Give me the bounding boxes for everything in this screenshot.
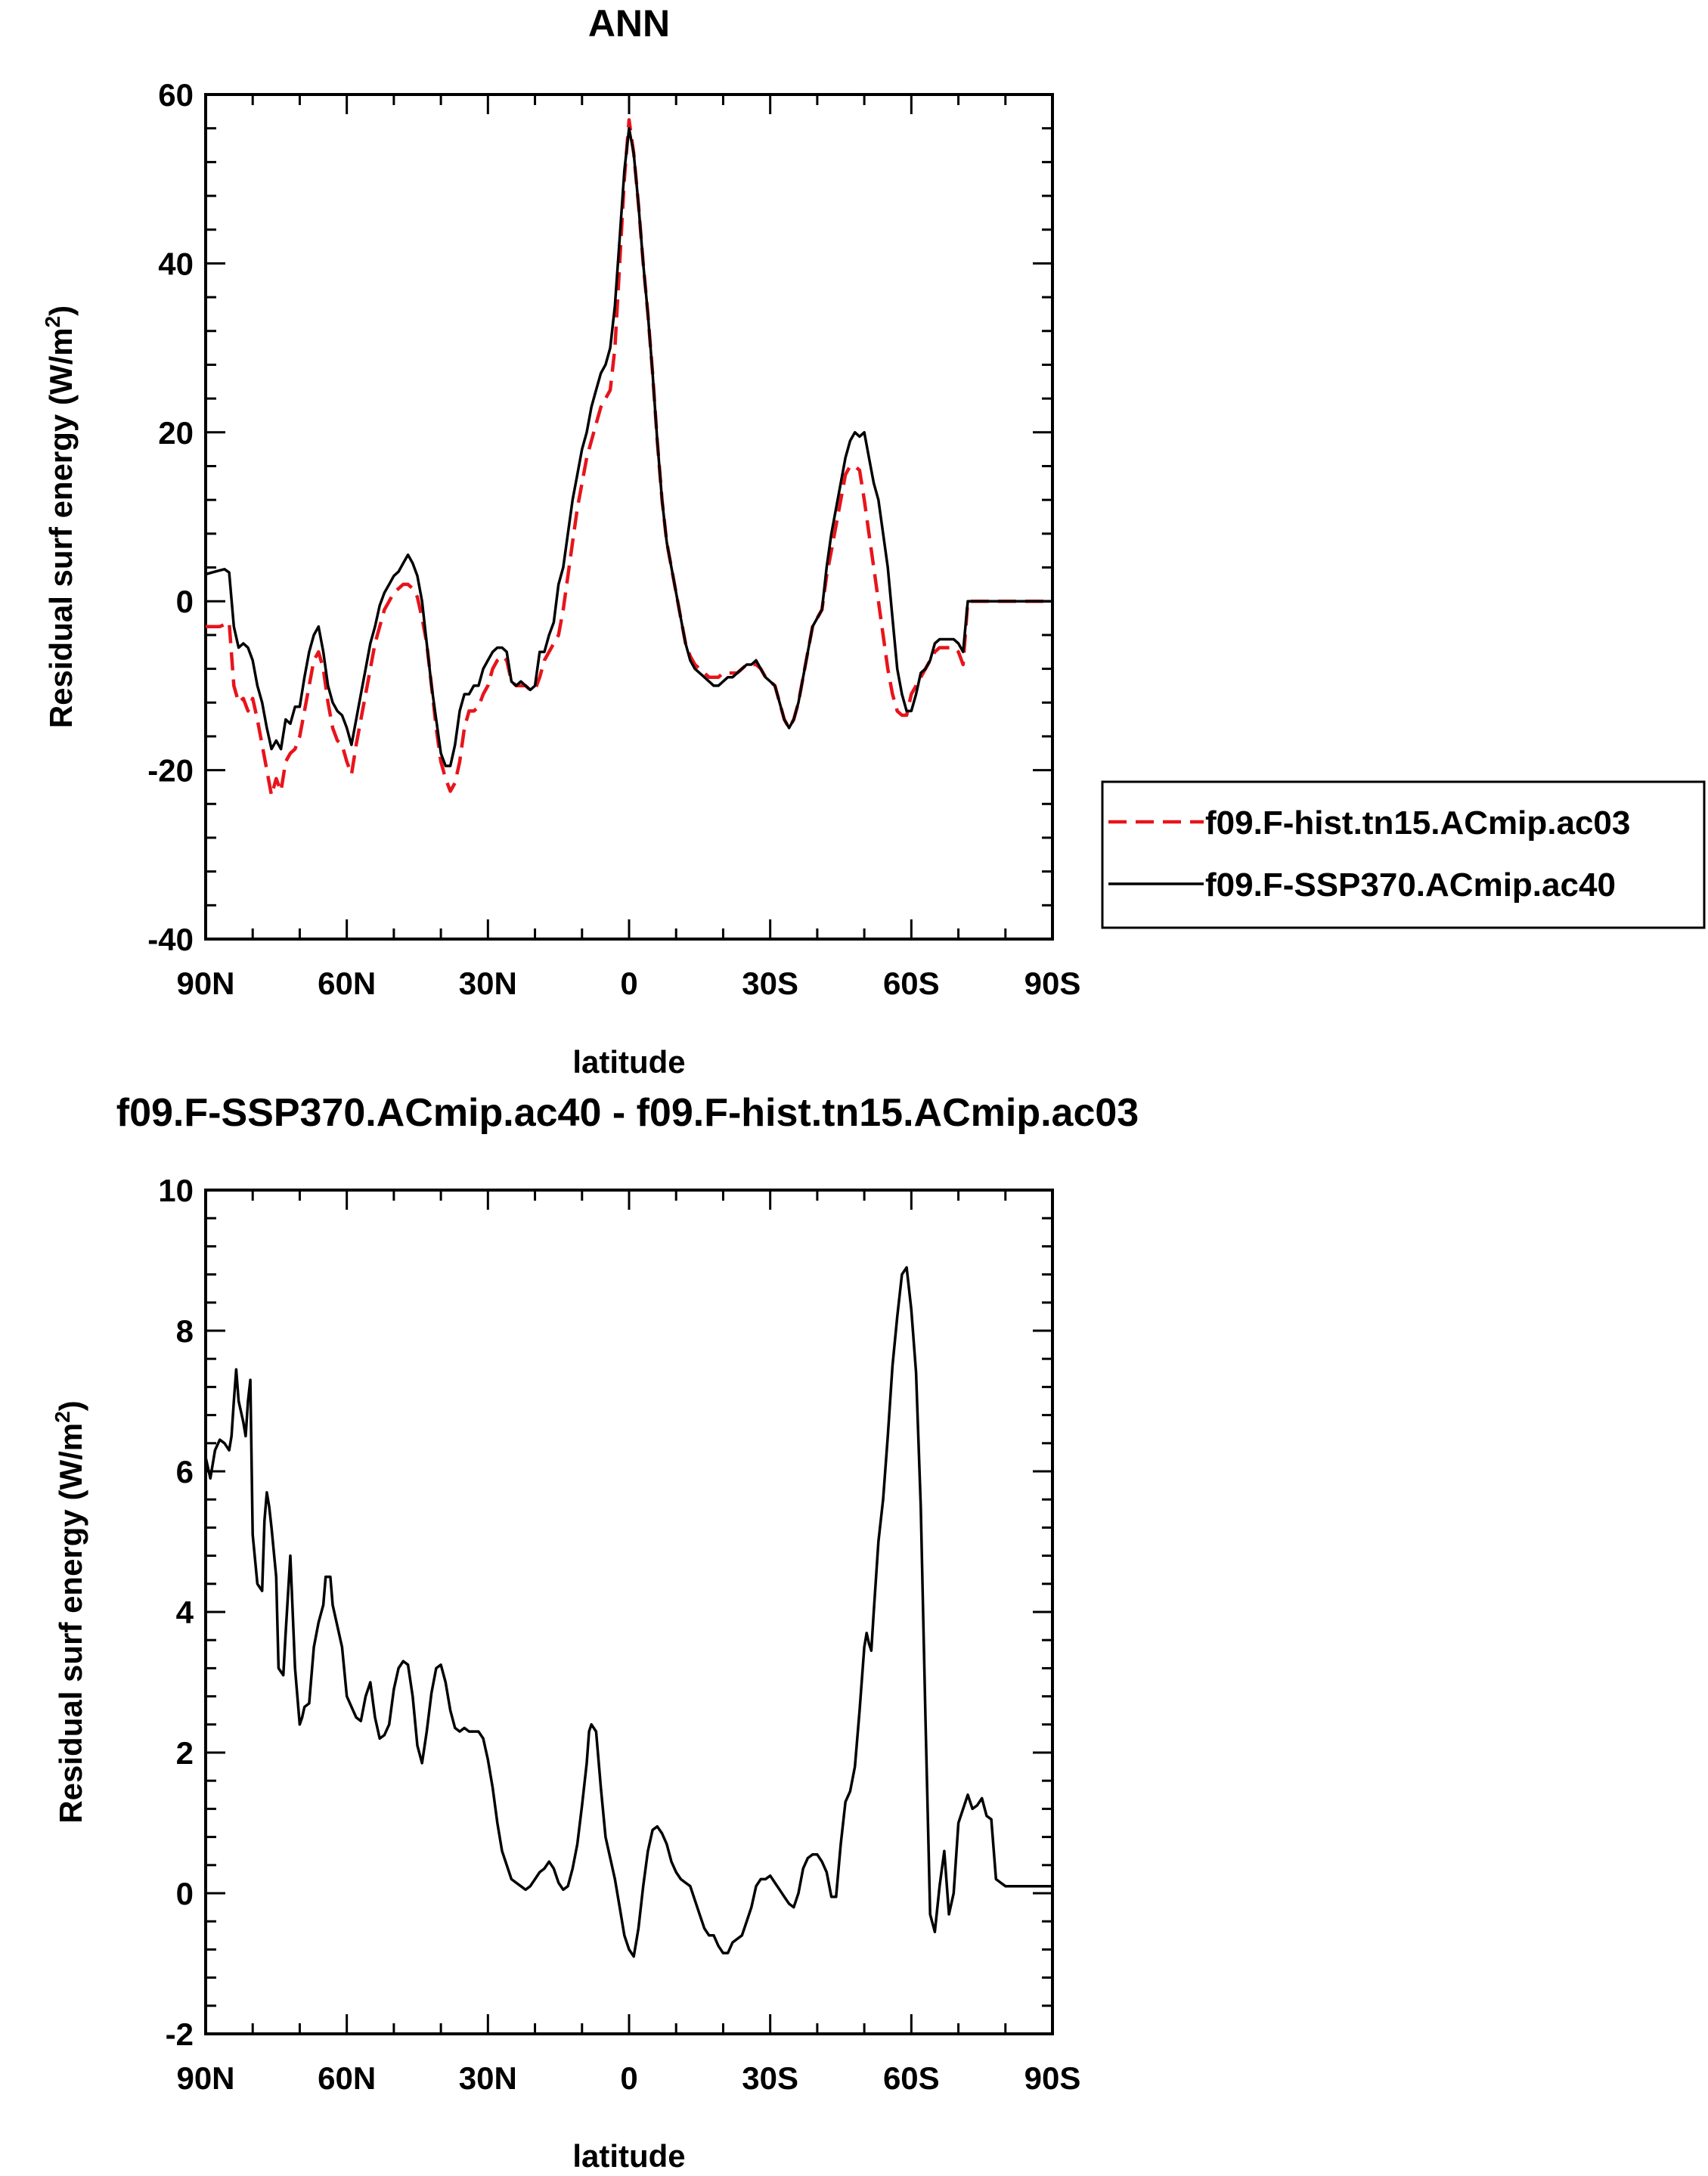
x-tick-label: 90N: [176, 2060, 234, 2096]
y-axis-label: Residual surf energy (W/m2): [41, 305, 79, 728]
plot-frame: [204, 1189, 1054, 2035]
x-tick-label: 30N: [459, 966, 517, 1001]
plot-2: f09.F-SSP370.ACmip.ac40 - f09.F-hist.tn1…: [51, 1091, 1139, 2174]
y-tick-label: 2: [176, 1735, 194, 1771]
y-tick-label: -40: [147, 922, 194, 957]
x-tick-label: 90N: [176, 966, 234, 1001]
y-tick-label: -20: [147, 753, 194, 789]
series-line-2: [205, 126, 1052, 767]
x-tick-label: 90S: [1024, 966, 1081, 1001]
x-tick-label: 60N: [318, 2060, 376, 2096]
x-tick-label: 30S: [742, 2060, 798, 2096]
y-tick-label: -2: [166, 2016, 194, 2052]
plot-1: ANN -40 -20 0 20 40 60 90N 60N 30N 0 30S 60S 90S latit…: [41, 2, 1706, 1080]
x-tick-label: 0: [620, 966, 637, 1001]
legend-label: f09.F-SSP370.ACmip.ac40: [1205, 866, 1616, 904]
y-tick-label: 6: [176, 1454, 194, 1489]
x-tick-label: 60S: [883, 2060, 940, 2096]
y-tick-label: 60: [158, 77, 194, 113]
y-tick-label: 20: [158, 415, 194, 451]
x-tick-label: 60N: [318, 966, 376, 1001]
y-tick-label: 0: [176, 584, 194, 619]
y-tick-label: 8: [176, 1313, 194, 1349]
x-axis-label: latitude: [572, 2138, 685, 2174]
series-line-1: [206, 118, 1052, 798]
x-tick-label: 0: [620, 2060, 637, 2096]
legend-label: f09.F-hist.tn15.ACmip.ac03: [1205, 804, 1630, 842]
y-axis-label: Residual surf energy (W/m2): [51, 1400, 88, 1823]
series-line-1: [204, 1266, 1052, 1958]
chart-title: ANN: [588, 2, 670, 45]
x-tick-label: 30N: [459, 2060, 517, 2096]
y-tick-label: 4: [176, 1595, 194, 1630]
legend-box: [1101, 780, 1706, 929]
y-tick-label: 40: [158, 246, 194, 281]
chart-title: f09.F-SSP370.ACmip.ac40 - f09.F-hist.tn1…: [116, 1091, 1139, 1135]
x-tick-label: 90S: [1024, 2060, 1081, 2096]
y-tick-label: 10: [158, 1173, 194, 1208]
x-tick-label: 60S: [883, 966, 940, 1001]
x-tick-label: 30S: [742, 966, 798, 1001]
x-axis-label: latitude: [572, 1044, 685, 1080]
legend: f09.F-hist.tn15.ACmip.ac03 f09.F-SSP370.A…: [1101, 780, 1706, 929]
y-tick-label: 0: [176, 1876, 194, 1911]
plot-frame: [204, 93, 1054, 941]
